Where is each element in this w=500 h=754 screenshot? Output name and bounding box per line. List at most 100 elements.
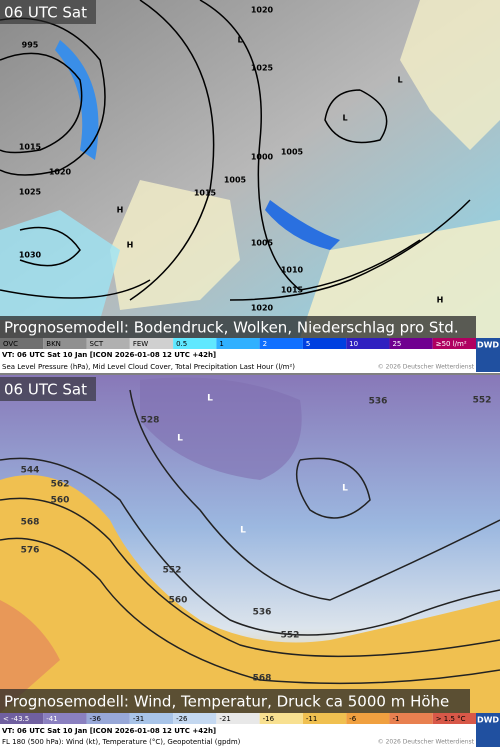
banner-bg xyxy=(0,689,470,713)
legend-label: -41 xyxy=(46,715,57,723)
land xyxy=(110,180,240,310)
logo: DWD xyxy=(477,341,499,350)
map-label: 1005 xyxy=(224,176,247,185)
legend: OVC BKN SCT FEW 0.5 1 2 5 10 25 ≥50 l/m² xyxy=(0,338,476,349)
map-label: 1030 xyxy=(19,251,42,260)
logo-bg xyxy=(476,713,500,747)
legend-label: -36 xyxy=(90,715,102,723)
legend-swatch xyxy=(389,338,433,349)
legend-swatch xyxy=(432,713,476,724)
map-label: L xyxy=(207,394,213,404)
legend-label: BKN xyxy=(46,340,61,348)
legend-swatch xyxy=(216,338,260,349)
legend-label: < -43.5 xyxy=(3,715,29,723)
legend-label: -16 xyxy=(263,715,275,723)
map-label: 1015 xyxy=(281,286,304,295)
map-label: 995 xyxy=(22,41,39,50)
map-label: 1025 xyxy=(19,188,42,197)
legend-swatch xyxy=(86,338,130,349)
map-label: 552 xyxy=(473,396,492,406)
legend-swatch xyxy=(86,713,130,724)
legend-swatch xyxy=(216,713,260,724)
map-label: H xyxy=(437,296,444,305)
legend-label: 1 xyxy=(219,340,223,348)
map-label: 1015 xyxy=(194,189,217,198)
map-label: 560 xyxy=(169,596,188,606)
map-label: 1010 xyxy=(281,266,304,275)
map-label: 536 xyxy=(253,608,272,618)
legend-swatch xyxy=(259,713,303,724)
map-label: L xyxy=(177,434,183,444)
logo: DWD xyxy=(477,716,499,725)
legend-label: -11 xyxy=(306,715,317,723)
sea xyxy=(0,210,120,320)
legend-swatch xyxy=(0,338,44,349)
legend-label: OVC xyxy=(3,340,18,348)
legend-swatch xyxy=(389,713,433,724)
footer-description: FL 180 (500 hPa): Wind (kt), Temperature… xyxy=(2,738,241,746)
map-label: 536 xyxy=(369,397,388,407)
legend-swatch xyxy=(432,338,476,349)
legend-swatch xyxy=(302,713,347,724)
precipitation xyxy=(265,200,340,250)
legend: < -43.5 -41 -36 -31 -26 -21 -16 -11 -6 -1 > 1.5 °C xyxy=(0,713,476,724)
map-label: 562 xyxy=(51,480,70,490)
warm-region xyxy=(0,600,60,713)
time-label: 06 UTC Sat xyxy=(4,4,87,22)
legend-label: > 1.5 °C xyxy=(436,715,466,723)
legend-swatch xyxy=(129,338,174,349)
copyright: © 2026 Deutscher Wetterdienst xyxy=(378,739,475,746)
map-label: L xyxy=(342,484,348,494)
legend-swatch xyxy=(302,338,347,349)
isobars xyxy=(0,0,471,301)
map-label: 1025 xyxy=(251,64,274,73)
legend-label: 0.5 xyxy=(176,340,187,348)
legend-swatch xyxy=(43,338,87,349)
legend-label: 25 xyxy=(392,340,401,348)
map-label: H xyxy=(127,241,134,250)
legend-label: SCT xyxy=(90,340,104,348)
footer-description: Sea Level Pressure (hPa), Mid Level Clou… xyxy=(2,363,295,371)
logo-bg xyxy=(476,338,500,372)
land xyxy=(400,0,500,150)
legend-swatch xyxy=(346,713,390,724)
footer-valid: VT: 06 UTC Sat 10 Jan [ICON 2026-01-08 1… xyxy=(2,351,216,359)
map-label: 1005 xyxy=(281,148,304,157)
legend-label: ≥50 l/m² xyxy=(436,340,467,348)
legend-label: -31 xyxy=(133,715,144,723)
map-label: 528 xyxy=(141,416,160,426)
map-label: 1005 xyxy=(251,239,274,248)
time-bg xyxy=(0,0,96,24)
map-label: L xyxy=(397,76,402,85)
legend-label: -21 xyxy=(219,715,230,723)
legend-swatch xyxy=(129,713,174,724)
banner-bg xyxy=(0,316,476,338)
land xyxy=(300,220,500,338)
map-label: 1020 xyxy=(49,168,72,177)
warm-region xyxy=(0,475,500,713)
map-label: 1015 xyxy=(19,143,42,152)
legend-label: 2 xyxy=(263,340,267,348)
map-label: 1020 xyxy=(251,6,274,15)
banner-title: Prognosemodell: Bodendruck, Wolken, Nied… xyxy=(4,319,459,337)
legend-label: FEW xyxy=(133,340,148,348)
map-label: 552 xyxy=(281,631,300,641)
map-label: 1020 xyxy=(251,304,274,313)
legend-label: -6 xyxy=(349,715,357,723)
copyright: © 2026 Deutscher Wetterdienst xyxy=(378,364,475,371)
legend-swatch xyxy=(0,713,44,724)
banner-title: Prognosemodell: Wind, Temperatur, Druck … xyxy=(4,693,449,711)
map-label: 560 xyxy=(51,496,70,506)
precipitation xyxy=(55,40,99,160)
height-contours xyxy=(0,389,500,685)
cold-region xyxy=(140,377,302,480)
legend-swatch xyxy=(43,713,87,724)
time-bg xyxy=(0,377,96,401)
legend-swatch xyxy=(346,338,390,349)
legend-label: 5 xyxy=(306,340,310,348)
map-label: H xyxy=(117,206,124,215)
legend-swatch xyxy=(173,713,217,724)
map-label: L xyxy=(237,36,242,45)
